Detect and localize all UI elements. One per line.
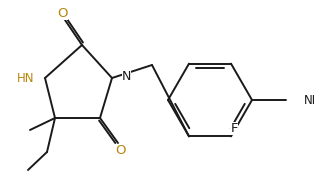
Text: O: O xyxy=(58,7,68,19)
Text: F: F xyxy=(230,122,238,135)
Text: N: N xyxy=(122,70,131,82)
Text: NH₂: NH₂ xyxy=(304,94,314,107)
Text: O: O xyxy=(115,145,125,157)
Text: HN: HN xyxy=(17,71,34,85)
